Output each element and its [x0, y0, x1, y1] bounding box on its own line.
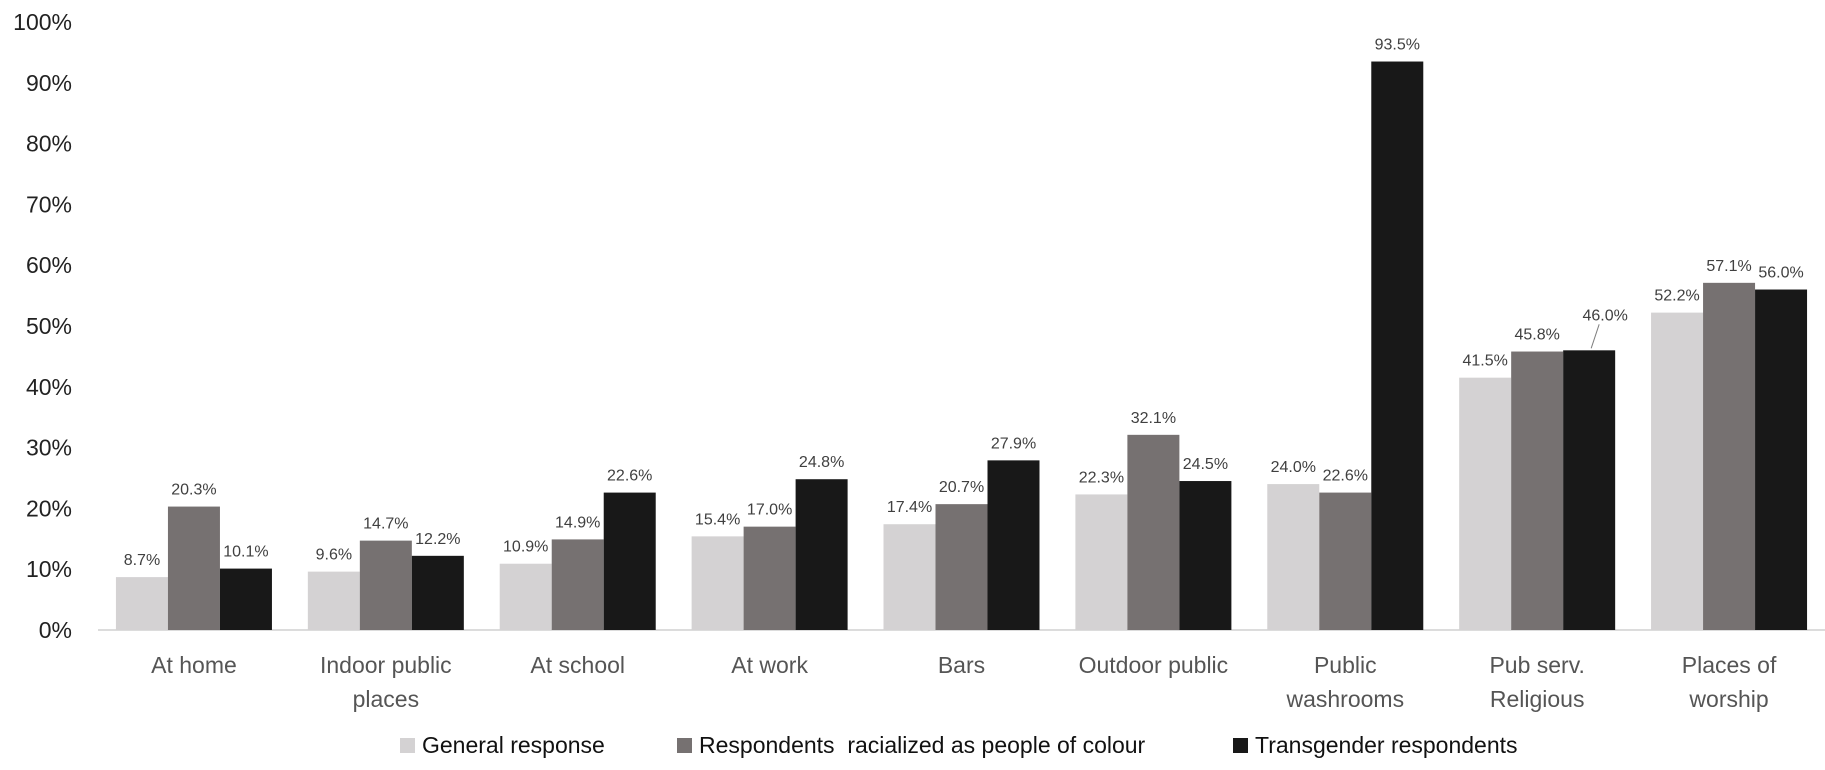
bar-2	[1319, 492, 1372, 630]
legend-swatch	[677, 738, 692, 753]
y-tick-label: 60%	[26, 252, 72, 278]
x-tick-label: At school	[530, 652, 625, 678]
legend-label: General response	[422, 732, 605, 758]
x-tick-label: worship	[1688, 686, 1768, 712]
x-tick-label: places	[353, 686, 419, 712]
bar-1	[307, 571, 360, 630]
y-tick-label: 30%	[26, 435, 72, 461]
y-tick-label: 20%	[26, 495, 72, 521]
x-tick-label: Religious	[1490, 686, 1585, 712]
bar-1	[691, 536, 744, 630]
data-label: 20.3%	[171, 482, 216, 499]
bar-1	[1267, 484, 1320, 630]
bar-2	[1703, 282, 1756, 630]
x-tick-label: Indoor public	[320, 652, 452, 678]
bar-2	[167, 506, 220, 630]
legend-swatch	[400, 738, 415, 753]
data-label-leader-line	[1590, 324, 1600, 349]
y-tick-label: 90%	[26, 70, 72, 96]
bar-2	[359, 540, 412, 630]
bar-1	[115, 577, 168, 630]
data-label: 9.6%	[316, 547, 352, 564]
bar-1	[883, 524, 936, 630]
data-label: 14.7%	[363, 516, 408, 533]
bar-3	[411, 555, 464, 630]
data-label: 8.7%	[124, 552, 160, 569]
x-tick-label: Pub serv.	[1489, 652, 1584, 678]
data-label: 14.9%	[555, 514, 600, 531]
data-label: 27.9%	[991, 435, 1036, 452]
bar-3	[1755, 289, 1808, 630]
data-label: 24.0%	[1271, 459, 1316, 476]
y-tick-label: 10%	[26, 556, 72, 582]
x-tick-label: At work	[731, 652, 808, 678]
data-label: 12.2%	[415, 531, 460, 548]
bar-2	[1511, 351, 1564, 630]
data-label: 32.1%	[1131, 410, 1176, 427]
y-tick-label: 40%	[26, 374, 72, 400]
data-label: 20.7%	[939, 479, 984, 496]
bar-3	[1563, 350, 1616, 630]
data-label: 41.5%	[1462, 353, 1507, 370]
data-label: 22.6%	[1323, 468, 1368, 485]
bar-3	[987, 460, 1040, 630]
x-tick-label: Outdoor public	[1079, 652, 1229, 678]
data-label: 56.0%	[1758, 265, 1803, 282]
data-label: 52.2%	[1654, 288, 1699, 305]
bar-3	[219, 568, 272, 630]
bar-3	[1179, 481, 1232, 630]
data-label: 93.5%	[1375, 37, 1420, 54]
y-tick-label: 100%	[13, 9, 72, 35]
data-label: 24.8%	[799, 454, 844, 471]
x-tick-label: Places of	[1682, 652, 1777, 678]
bar-3	[795, 479, 848, 630]
x-tick-label: Public	[1314, 652, 1377, 678]
legend-label: Transgender respondents	[1255, 732, 1518, 758]
data-label: 17.4%	[887, 499, 932, 516]
data-label: 17.0%	[747, 502, 792, 519]
y-tick-label: 70%	[26, 191, 72, 217]
data-label: 45.8%	[1514, 327, 1559, 344]
bar-2	[935, 504, 988, 630]
y-tick-label: 0%	[39, 617, 72, 643]
data-label: 22.3%	[1079, 469, 1124, 486]
bar-2	[551, 539, 604, 630]
legend-item: General response	[400, 732, 605, 758]
x-tick-label: At home	[151, 652, 237, 678]
legend-item: Respondents racialized as people of colo…	[677, 732, 1146, 758]
bar-3	[603, 492, 656, 630]
bar-2	[1127, 434, 1180, 630]
bar-1	[499, 563, 552, 630]
x-tick-label: washrooms	[1285, 686, 1404, 712]
legend-item: Transgender respondents	[1233, 732, 1518, 758]
bar-1	[1459, 377, 1512, 630]
data-label: 46.0%	[1582, 307, 1627, 324]
y-tick-label: 50%	[26, 313, 72, 339]
bar-2	[743, 526, 796, 630]
data-label: 10.1%	[223, 544, 268, 561]
data-label: 15.4%	[695, 511, 740, 528]
legend-label: Respondents racialized as people of colo…	[699, 732, 1146, 758]
x-tick-label: Bars	[938, 652, 985, 678]
bar-1	[1651, 312, 1704, 630]
data-label: 24.5%	[1183, 456, 1228, 473]
data-label: 57.1%	[1706, 258, 1751, 275]
y-tick-label: 80%	[26, 131, 72, 157]
bar-3	[1371, 61, 1424, 630]
bar-1	[1075, 494, 1128, 630]
data-label: 10.9%	[503, 539, 548, 556]
data-label: 22.6%	[607, 468, 652, 485]
legend-swatch	[1233, 738, 1248, 753]
